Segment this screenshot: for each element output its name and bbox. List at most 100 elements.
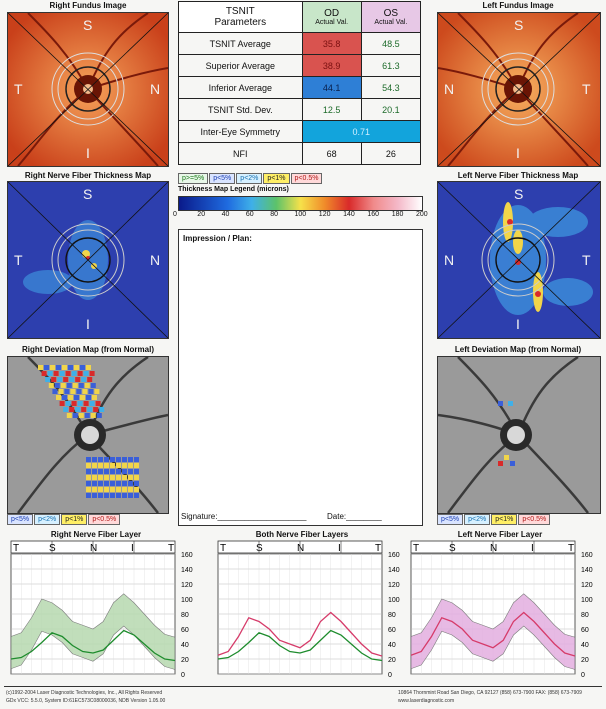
deviation-square (60, 383, 66, 388)
od-value: 44.1 (301, 76, 362, 99)
deviation-square (116, 469, 121, 474)
deviation-square (56, 365, 61, 370)
thickness-tick-label: 60 (245, 211, 254, 218)
dev-legend-lt1: p<1% (61, 514, 88, 525)
deviation-square (88, 389, 94, 394)
right-thickness-map[interactable]: S T N I (7, 181, 169, 339)
deviation-square (52, 389, 58, 394)
deviation-square (86, 365, 91, 370)
deviation-square (134, 487, 139, 492)
deviation-square (498, 461, 503, 466)
deviation-square (56, 395, 61, 400)
chart-axis-letter: S (256, 543, 263, 554)
deviation-square (45, 377, 51, 382)
right-deviation-legend: p<5% p<2% p<1% p<0.5% (7, 514, 121, 525)
right-deviation-map[interactable] (7, 356, 169, 514)
left-fundus-image[interactable]: S N T I (437, 12, 601, 167)
dev-legend-lt2: p<2% (464, 514, 491, 525)
left-thickness-label-n: N (444, 252, 455, 268)
od-value: 38.9 (301, 54, 362, 77)
deviation-square (89, 401, 95, 406)
deviation-square (110, 463, 115, 468)
chart-y-tick: 140 (581, 567, 593, 574)
chart-y-tick: 0 (581, 672, 585, 679)
deviation-square (508, 401, 513, 406)
row-name: TSNIT Average (178, 32, 303, 55)
signature-line[interactable]: Signature:____________________ (181, 512, 307, 521)
tsnit-parameters-table: TSNIT Parameters OD Actual Val. OS Actua… (178, 1, 422, 165)
left-thickness-title: Left Nerve Fiber Thickness Map (457, 171, 579, 180)
deviation-square (86, 457, 91, 462)
chart-axis-letter: S (49, 543, 56, 554)
deviation-square (128, 493, 133, 498)
deviation-square (110, 481, 115, 486)
chart-y-tick: 160 (181, 552, 193, 559)
deviation-square (69, 407, 75, 412)
deviation-square (128, 487, 133, 492)
deviation-square (63, 407, 69, 412)
chart-series-line (217, 611, 383, 657)
deviation-square (104, 457, 109, 462)
chart-y-tick: 120 (181, 582, 193, 589)
deviation-square (86, 487, 91, 492)
table-row: NFI 68 26 (178, 142, 422, 165)
deviation-square (66, 383, 72, 388)
deviation-square (59, 401, 65, 406)
table-row: Inter-Eye Symmetry 0.71 (178, 120, 422, 143)
deviation-square (122, 457, 127, 462)
nfi-os: 26 (360, 142, 422, 165)
table-row: TSNIT Std. Dev. 12.5 20.1 (178, 98, 422, 121)
chart-series-line (10, 629, 176, 662)
thickness-tick-label: 40 (221, 211, 230, 218)
thickness-legend-ticks: 0 20 40 60 80 100 120 140 160 180 200 (172, 211, 428, 221)
deviation-square (98, 493, 103, 498)
deviation-square (134, 493, 139, 498)
left-thickness-map[interactable]: S N T I (437, 181, 601, 339)
both-nfl-chart[interactable]: T S N I T 160 140 120 100 80 60 40 20 0 (212, 540, 412, 682)
deviation-square (122, 475, 127, 480)
deviation-square (98, 463, 103, 468)
deviation-square (86, 475, 91, 480)
left-fundus-label-n: N (444, 81, 455, 97)
od-value: 35.8 (301, 32, 362, 55)
os-header-cell: OS Actual Val. (360, 1, 422, 33)
legend-p5: p>=5% (178, 173, 209, 184)
right-fundus-label-s: S (83, 17, 93, 33)
nfi-od: 68 (301, 142, 362, 165)
left-deviation-map[interactable] (437, 356, 601, 514)
deviation-square (84, 383, 90, 388)
right-fundus-label-n: N (150, 81, 161, 97)
footer-system-info: GDx VCC: 5.5.0, System ID:61EC573C080000… (6, 698, 166, 704)
deviation-square (82, 389, 88, 394)
date-line[interactable]: Date:________ (327, 512, 382, 521)
right-thickness-label-n: N (150, 252, 161, 268)
right-thickness-title: Right Nerve Fiber Thickness Map (24, 171, 152, 180)
nfi-name: NFI (178, 142, 303, 165)
right-nfl-chart[interactable]: T S N I T 160 140 120 100 80 60 40 20 0 (5, 540, 205, 682)
param-header-line2: Parameters (214, 17, 267, 28)
chart-y-tick: 100 (181, 597, 193, 604)
deviation-square (510, 461, 515, 466)
deviation-square (66, 413, 72, 418)
dev-legend-lt5: p<5% (7, 514, 34, 525)
footer-website[interactable]: www.laserdiagnostic.com (398, 698, 455, 704)
dev-legend-lt5: p<5% (437, 514, 464, 525)
deviation-square (72, 383, 78, 388)
deviation-square (104, 493, 109, 498)
impression-plan-box[interactable]: Impression / Plan: Signature:___________… (178, 229, 423, 526)
symmetry-value: 0.71 (301, 120, 422, 143)
deviation-square (128, 475, 133, 480)
chart-normal-band (410, 593, 576, 670)
deviation-square (38, 365, 43, 370)
deviation-square (110, 475, 115, 480)
right-deviation-title: Right Deviation Map (from Normal) (21, 345, 154, 354)
deviation-square (98, 457, 103, 462)
chart-axis-letter: T (375, 543, 381, 554)
deviation-square (110, 493, 115, 498)
deviation-square (504, 455, 509, 460)
deviation-square (74, 395, 79, 400)
deviation-square (134, 457, 139, 462)
left-nfl-chart[interactable]: T S N I T 160 140 120 100 80 60 40 20 0 (405, 540, 605, 682)
thickness-tick-label: 160 (367, 211, 380, 218)
right-fundus-image[interactable]: S T N I (7, 12, 169, 167)
